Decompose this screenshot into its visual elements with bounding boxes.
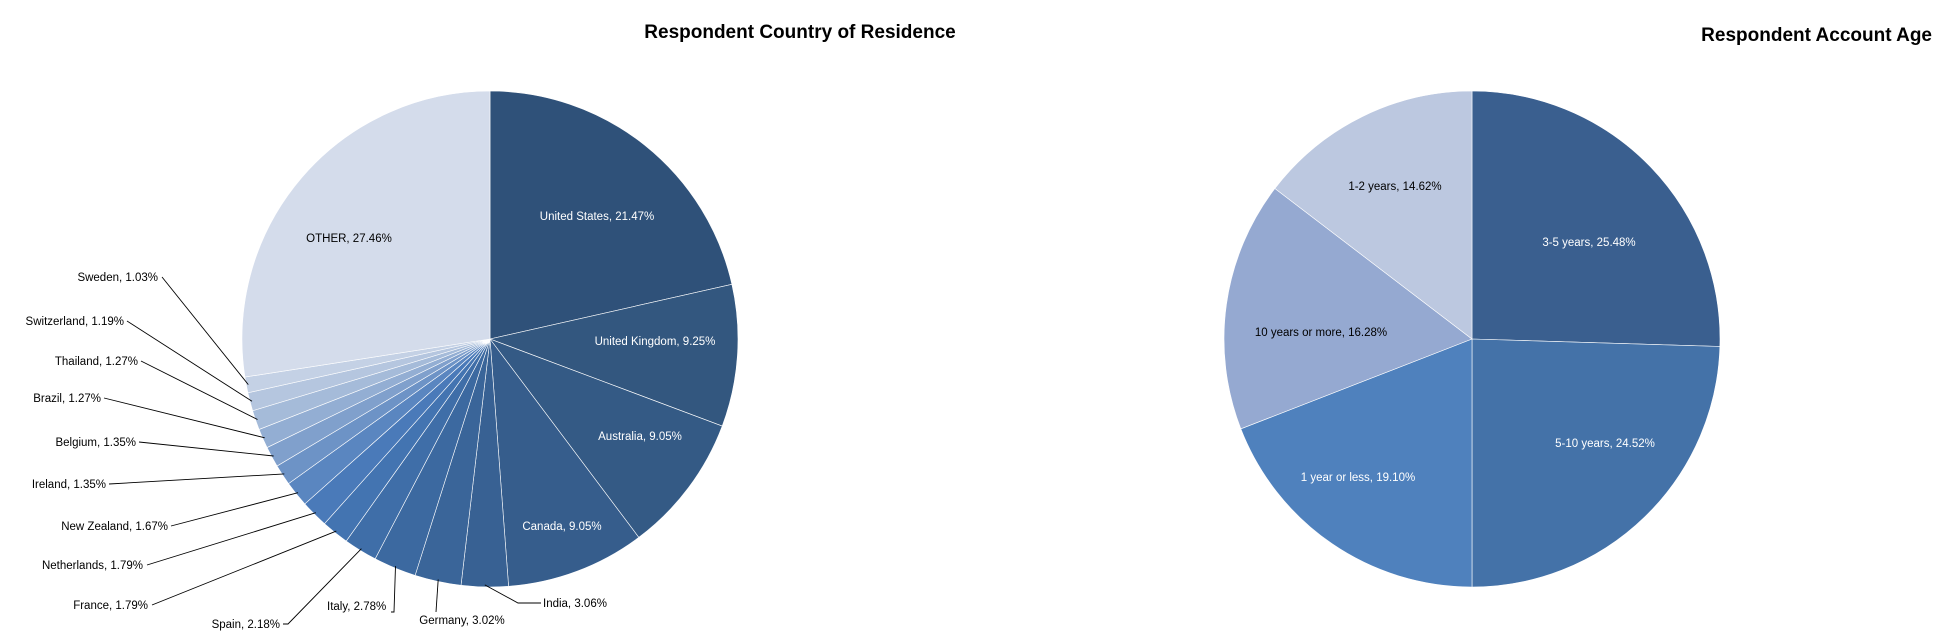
- data-label-10-years-or-more: 10 years or more, 16.28%: [1255, 327, 1387, 339]
- data-label-australia: Australia, 9.05%: [598, 431, 682, 443]
- data-label-new-zealand: New Zealand, 1.67%: [61, 521, 168, 533]
- leader-line-italy: [391, 566, 396, 613]
- data-label-1-year-or-less: 1 year or less, 19.10%: [1301, 472, 1415, 484]
- account-age-pie-chart: 3-5 years, 25.48% 5-10 years, 24.52% 1 yea…: [1223, 90, 1721, 588]
- pie-slice-other: [241, 90, 491, 378]
- leader-line-new-zealand: [170, 492, 299, 527]
- data-label-belgium: Belgium, 1.35%: [55, 437, 136, 449]
- leader-line-india: [484, 584, 541, 604]
- leader-line-ireland: [108, 473, 285, 485]
- pie-slice-united-states: [489, 90, 733, 340]
- data-label-1-2-years: 1-2 years, 14.62%: [1348, 181, 1441, 193]
- data-label-thailand: Thailand, 1.27%: [55, 356, 138, 368]
- pie-slice-1-2-years: [1274, 90, 1473, 340]
- data-label-ireland: Ireland, 1.35%: [32, 479, 106, 491]
- data-label-3-5-years: 3-5 years, 25.48%: [1542, 237, 1635, 249]
- data-label-brazil: Brazil, 1.27%: [33, 393, 101, 405]
- leader-line-netherlands: [146, 512, 316, 566]
- data-label-switzerland: Switzerland, 1.19%: [26, 316, 124, 328]
- pie-slice-1-year-or-less: [1240, 338, 1473, 588]
- pie-slice-3-5-years: [1471, 90, 1721, 347]
- data-label-india: India, 3.06%: [543, 598, 607, 610]
- pie-slice-united-kingdom: [488, 283, 739, 427]
- pie-slice-canada: [489, 337, 640, 587]
- data-label-france: France, 1.79%: [73, 600, 148, 612]
- data-label-5-10-years: 5-10 years, 24.52%: [1555, 438, 1655, 450]
- country-chart-title: Respondent Country of Residence: [644, 22, 955, 43]
- data-label-other: OTHER, 27.46%: [306, 233, 392, 245]
- data-label-canada: Canada, 9.05%: [522, 521, 601, 533]
- country-pie-chart: United States, 21.47% United Kingdom, 9.2…: [26, 90, 739, 631]
- data-label-united-states: United States, 21.47%: [540, 211, 654, 223]
- leader-line-spain: [283, 548, 362, 625]
- leader-line-france: [151, 530, 337, 606]
- data-label-spain: Spain, 2.18%: [212, 619, 280, 631]
- leader-line-belgium: [138, 441, 274, 457]
- data-label-italy: Italy, 2.78%: [327, 601, 386, 613]
- data-label-united-kingdom: United Kingdom, 9.25%: [595, 336, 716, 348]
- leader-line-switzerland: [126, 320, 253, 402]
- account-age-chart-title: Respondent Account Age: [1701, 25, 1932, 46]
- pie-slice-10-years-or-more: [1223, 188, 1473, 430]
- data-label-sweden: Sweden, 1.03%: [77, 272, 158, 284]
- leader-line-sweden: [161, 276, 249, 385]
- leader-line-brazil: [103, 397, 265, 439]
- leader-line-thailand: [140, 360, 258, 420]
- leader-line-germany: [435, 579, 439, 613]
- data-label-netherlands: Netherlands, 1.79%: [42, 560, 143, 572]
- pie-slice-australia: [489, 338, 723, 538]
- data-label-germany: Germany, 3.02%: [419, 615, 504, 627]
- pie-slice-5-10-years: [1471, 338, 1721, 588]
